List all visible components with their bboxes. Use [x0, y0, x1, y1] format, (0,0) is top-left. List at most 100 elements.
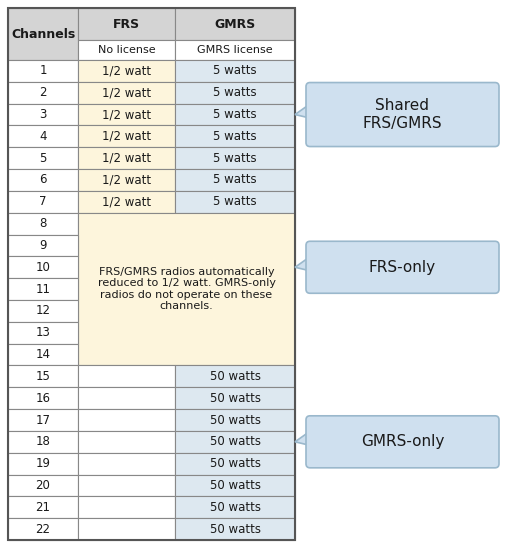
Bar [175, 496, 295, 518]
Text: 3: 3 [40, 108, 47, 121]
Text: 1/2 watt: 1/2 watt [102, 152, 151, 165]
Bar [78, 387, 175, 409]
Bar [8, 213, 78, 235]
Text: 22: 22 [35, 523, 50, 535]
Bar [8, 82, 78, 104]
Bar [78, 409, 175, 431]
Bar [8, 344, 78, 366]
Text: 9: 9 [40, 239, 47, 252]
Text: 5 watts: 5 watts [213, 108, 257, 121]
Text: 50 watts: 50 watts [209, 392, 261, 404]
Bar [8, 322, 78, 344]
Text: 11: 11 [35, 283, 50, 295]
Bar [8, 453, 78, 475]
Bar [78, 8, 175, 40]
Text: GMRS: GMRS [214, 18, 255, 31]
Bar [175, 8, 295, 40]
Bar [8, 366, 78, 387]
Bar [78, 496, 175, 518]
Text: 5 watts: 5 watts [213, 65, 257, 77]
Bar [175, 60, 295, 82]
Text: 21: 21 [35, 501, 50, 514]
Bar [8, 431, 78, 453]
Text: 1/2 watt: 1/2 watt [102, 108, 151, 121]
Bar [175, 409, 295, 431]
Bar [8, 60, 78, 82]
Text: 6: 6 [40, 174, 47, 186]
Bar [78, 169, 175, 191]
Bar [78, 366, 175, 387]
Text: Shared
FRS/GMRS: Shared FRS/GMRS [363, 98, 442, 131]
Bar [175, 475, 295, 496]
Bar [8, 475, 78, 496]
Text: 1/2 watt: 1/2 watt [102, 174, 151, 186]
Text: 1/2 watt: 1/2 watt [102, 65, 151, 77]
Bar [78, 82, 175, 104]
Text: 17: 17 [35, 414, 50, 426]
Bar [78, 191, 175, 213]
Text: GMRS license: GMRS license [197, 45, 273, 55]
Bar [8, 300, 78, 322]
Text: 50 watts: 50 watts [209, 370, 261, 383]
Text: 1: 1 [40, 65, 47, 77]
Bar [8, 518, 78, 540]
Bar [78, 475, 175, 496]
Bar [78, 104, 175, 125]
Text: 50 watts: 50 watts [209, 435, 261, 448]
Bar [78, 125, 175, 147]
Text: 5: 5 [40, 152, 47, 165]
Bar [8, 387, 78, 409]
Text: 1/2 watt: 1/2 watt [102, 130, 151, 143]
Text: 14: 14 [35, 348, 50, 361]
Bar [8, 8, 295, 540]
Polygon shape [295, 102, 312, 118]
Text: 50 watts: 50 watts [209, 479, 261, 492]
Bar [8, 191, 78, 213]
Text: 15: 15 [35, 370, 50, 383]
Text: 50 watts: 50 watts [209, 501, 261, 514]
Bar [175, 366, 295, 387]
Bar [175, 191, 295, 213]
Bar [78, 431, 175, 453]
Bar [175, 169, 295, 191]
Text: 1/2 watt: 1/2 watt [102, 86, 151, 99]
Text: 7: 7 [40, 195, 47, 208]
Bar [8, 256, 78, 278]
Text: 16: 16 [35, 392, 50, 404]
Text: 5 watts: 5 watts [213, 174, 257, 186]
Bar [175, 431, 295, 453]
Bar [78, 213, 295, 366]
Text: 5 watts: 5 watts [213, 195, 257, 208]
Bar [175, 453, 295, 475]
Text: 19: 19 [35, 457, 50, 470]
Bar [8, 409, 78, 431]
Bar [175, 147, 295, 169]
Text: No license: No license [97, 45, 155, 55]
Bar [78, 40, 175, 60]
FancyBboxPatch shape [306, 83, 499, 146]
Text: FRS: FRS [113, 18, 140, 31]
Text: 4: 4 [40, 130, 47, 143]
Text: 1/2 watt: 1/2 watt [102, 195, 151, 208]
Bar [78, 60, 175, 82]
Text: 5 watts: 5 watts [213, 86, 257, 99]
Text: Channels: Channels [11, 27, 75, 41]
Text: GMRS-only: GMRS-only [361, 435, 444, 449]
Text: 50 watts: 50 watts [209, 457, 261, 470]
Bar [78, 518, 175, 540]
Text: 12: 12 [35, 304, 50, 317]
FancyBboxPatch shape [306, 416, 499, 468]
Text: 5 watts: 5 watts [213, 152, 257, 165]
Bar [78, 453, 175, 475]
Bar [175, 104, 295, 125]
Text: 50 watts: 50 watts [209, 414, 261, 426]
Text: 18: 18 [35, 435, 50, 448]
Text: 10: 10 [35, 261, 50, 274]
FancyBboxPatch shape [306, 241, 499, 293]
Text: 5 watts: 5 watts [213, 130, 257, 143]
Bar [175, 387, 295, 409]
Bar [175, 40, 295, 60]
Text: 8: 8 [40, 217, 47, 230]
Bar [8, 169, 78, 191]
Bar [8, 125, 78, 147]
